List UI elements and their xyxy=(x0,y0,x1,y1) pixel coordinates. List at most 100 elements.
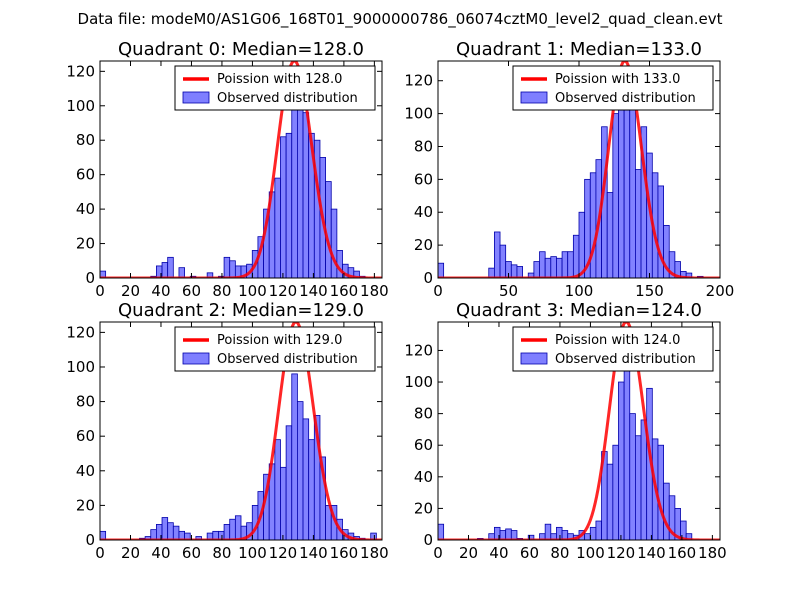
y-tick-label: 60 xyxy=(76,427,95,445)
y-tick-label: 100 xyxy=(404,373,433,391)
histogram-bar xyxy=(291,98,298,278)
histogram-bar xyxy=(612,444,619,540)
histogram-bar xyxy=(556,257,563,278)
y-tick-label: 20 xyxy=(414,236,433,254)
x-tick-label: 150 xyxy=(635,282,664,300)
histogram-bar xyxy=(167,522,174,540)
figure-suptitle: Data file: modeM0/AS1G06_168T01_90000007… xyxy=(78,10,723,29)
x-tick-label: 80 xyxy=(550,544,569,562)
axes-frame xyxy=(437,321,721,541)
histogram-bar xyxy=(640,419,648,540)
panel-title: Quadrant 1: Median=133.0 xyxy=(456,39,702,60)
x-tick-label: 60 xyxy=(182,282,201,300)
histogram-bar xyxy=(685,272,693,278)
panel-title: Quadrant 3: Median=124.0 xyxy=(456,300,702,321)
histogram-bar xyxy=(229,260,236,278)
y-tick-label: 100 xyxy=(66,97,95,115)
legend: Poission with 133.0 Observed distribution xyxy=(512,65,714,111)
x-tick-label: 0 xyxy=(433,544,443,562)
axes-frame xyxy=(99,321,383,541)
histogram-bar xyxy=(578,211,586,278)
histogram-bar xyxy=(291,373,298,540)
histogram-bar xyxy=(229,518,236,540)
x-tick-label: 120 xyxy=(269,544,298,562)
x-tick-label: 140 xyxy=(299,544,328,562)
x-tick-label: 100 xyxy=(238,282,267,300)
legend-hist-swatch xyxy=(182,91,210,104)
histogram-bar xyxy=(223,256,231,278)
x-tick-label: 100 xyxy=(238,544,267,562)
histogram-bar xyxy=(285,425,293,540)
x-tick-label: 140 xyxy=(637,544,666,562)
y-tick-label: 80 xyxy=(414,405,433,423)
y-tick-label: 0 xyxy=(423,531,433,549)
histogram-bar xyxy=(285,132,293,278)
x-tick-label: 160 xyxy=(330,282,359,300)
legend-hist-swatch xyxy=(520,352,548,365)
histogram-bar xyxy=(438,262,445,278)
poisson-curve xyxy=(100,322,382,540)
y-tick-label: 120 xyxy=(66,323,95,341)
y-tick-label: 60 xyxy=(76,166,95,184)
histogram-bar xyxy=(606,192,614,278)
x-tick-label: 40 xyxy=(151,544,170,562)
histogram-bar xyxy=(663,482,670,540)
histogram-bar xyxy=(635,435,642,540)
y-tick-label: 100 xyxy=(66,358,95,376)
histogram-bar xyxy=(274,177,281,278)
histogram-bar xyxy=(539,251,546,278)
legend-hist-label: Observed distribution xyxy=(555,352,696,367)
histogram-bar xyxy=(567,251,574,278)
panel-title: Quadrant 0: Median=128.0 xyxy=(118,39,364,60)
histogram-bar xyxy=(302,418,310,540)
legend-model-label: Poission with 129.0 xyxy=(217,333,342,348)
histogram-bar xyxy=(438,523,445,540)
legend: Poission with 128.0 Observed distribution xyxy=(174,65,376,111)
histogram-bar xyxy=(308,439,315,540)
histogram-bar xyxy=(629,413,636,540)
x-tick-label: 40 xyxy=(489,544,508,562)
histogram-bar xyxy=(584,533,591,540)
histogram-bar xyxy=(527,534,535,540)
histogram-bar xyxy=(223,524,231,540)
histogram-bar xyxy=(533,261,540,278)
x-tick-label: 200 xyxy=(706,282,735,300)
panel-title: Quadrant 2: Median=129.0 xyxy=(118,300,364,321)
histogram-bar xyxy=(623,343,631,540)
legend-model-label: Poission with 133.0 xyxy=(555,72,680,87)
y-tick-label: 80 xyxy=(76,131,95,149)
x-tick-label: 60 xyxy=(520,544,539,562)
histogram-bar xyxy=(493,231,501,278)
x-tick-label: 20 xyxy=(459,544,478,562)
histogram-bar xyxy=(296,401,304,540)
y-tick-label: 80 xyxy=(414,137,433,155)
histogram-bar xyxy=(178,267,186,278)
x-tick-label: 100 xyxy=(565,282,594,300)
y-tick-label: 120 xyxy=(404,72,433,90)
y-tick-label: 100 xyxy=(404,105,433,123)
x-tick-label: 40 xyxy=(151,282,170,300)
x-tick-label: 180 xyxy=(360,282,389,300)
y-tick-label: 20 xyxy=(414,499,433,517)
x-tick-label: 0 xyxy=(433,282,443,300)
y-tick-label: 80 xyxy=(76,393,95,411)
histogram-bar xyxy=(161,262,169,278)
x-tick-label: 180 xyxy=(698,544,727,562)
histogram-bar xyxy=(280,466,287,540)
x-tick-label: 160 xyxy=(330,544,359,562)
histogram-bar xyxy=(561,251,569,278)
poisson-curve xyxy=(100,61,382,278)
panels: 0 20 40 60 80 100 120 140 160 180020406080100120Q… xyxy=(66,39,734,562)
histogram-bar xyxy=(505,528,512,540)
x-tick-label: 180 xyxy=(360,544,389,562)
histogram-bar xyxy=(595,520,602,540)
histogram-bar xyxy=(544,523,552,540)
histogram-bar xyxy=(657,444,665,540)
histogram-bars xyxy=(100,373,377,540)
y-tick-label: 40 xyxy=(76,462,95,480)
y-tick-label: 0 xyxy=(85,269,95,287)
histogram-bar xyxy=(510,530,518,540)
x-tick-label: 120 xyxy=(269,282,298,300)
legend-hist-label: Observed distribution xyxy=(217,91,358,106)
histogram-bar xyxy=(589,526,597,540)
